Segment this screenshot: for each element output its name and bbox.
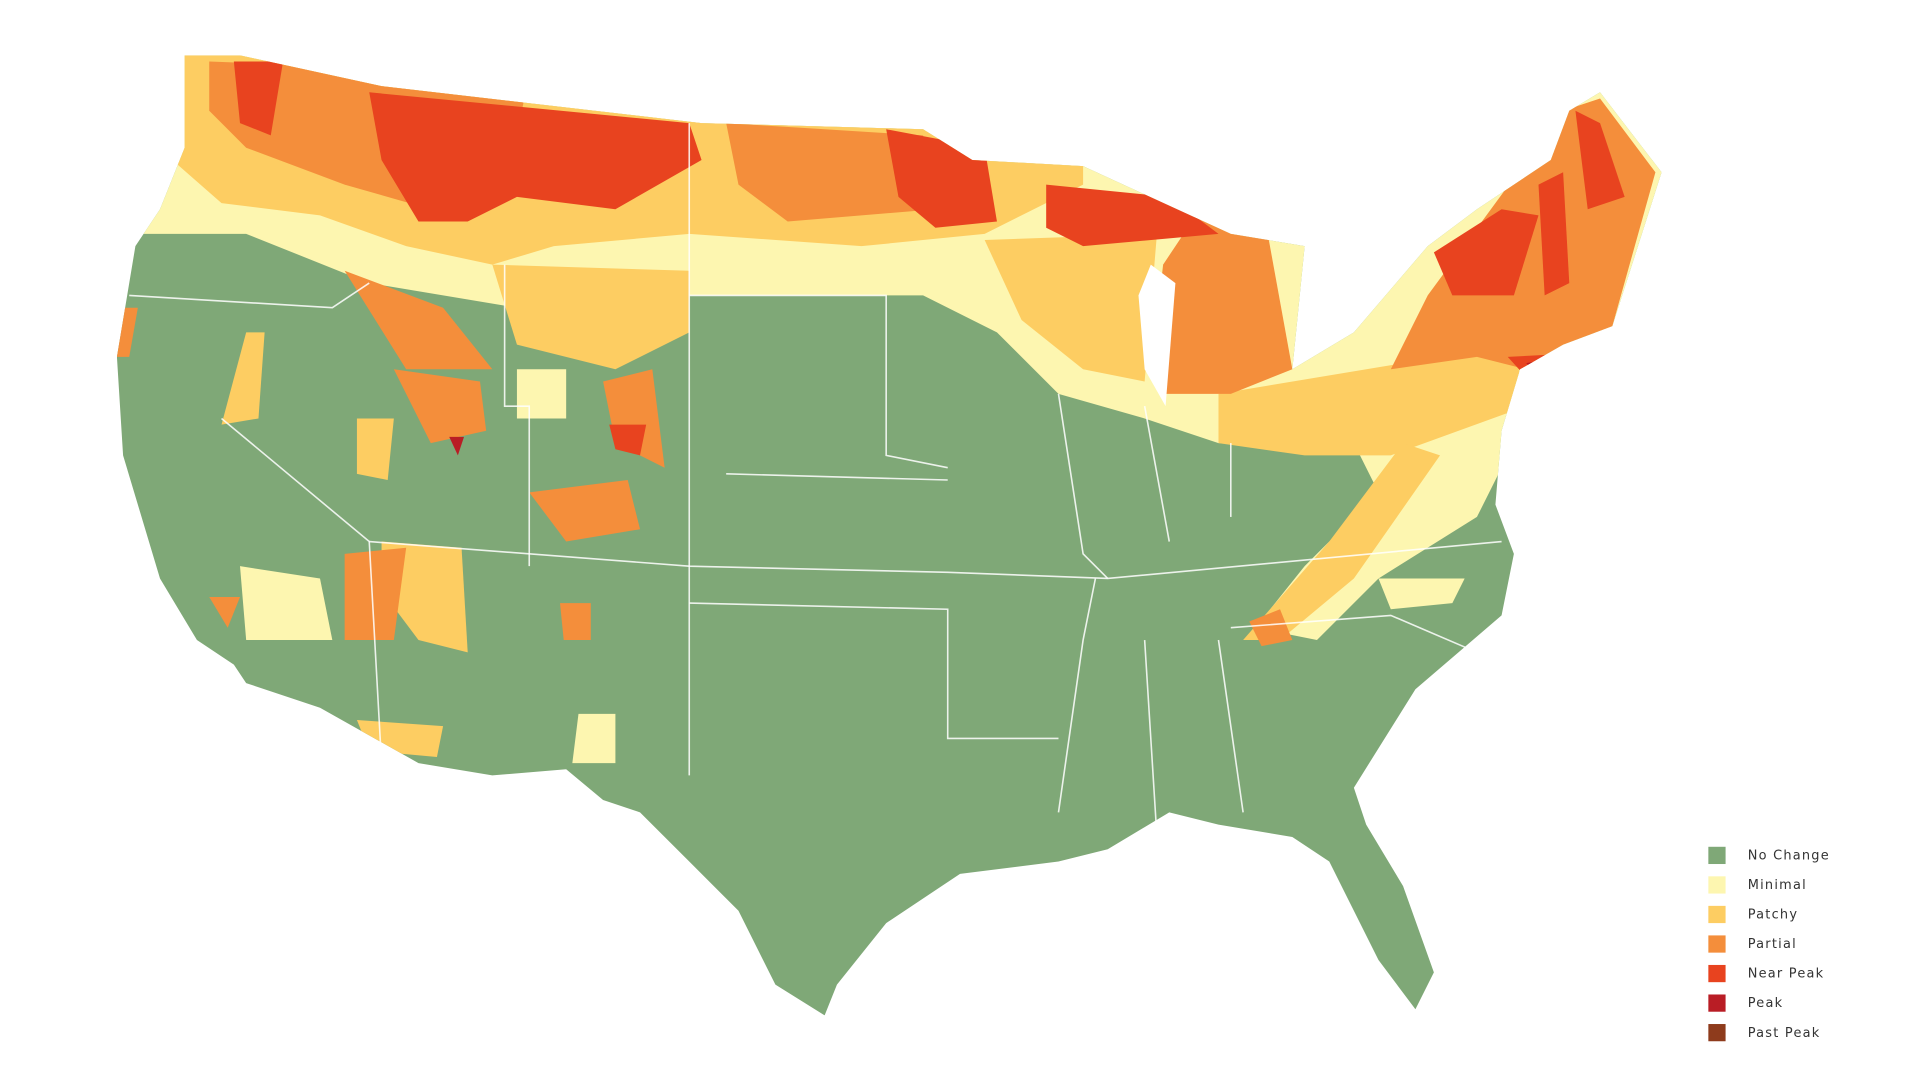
region — [1249, 609, 1293, 647]
region — [1433, 209, 1539, 296]
region — [1243, 443, 1441, 641]
region — [356, 418, 394, 481]
state-line — [503, 264, 531, 567]
legend-label: Near Peak — [1748, 967, 1825, 982]
legend-swatch — [1708, 935, 1726, 953]
state-line — [221, 417, 383, 764]
region — [1156, 209, 1293, 394]
region — [1218, 344, 1527, 456]
region — [516, 369, 567, 419]
region — [240, 566, 333, 641]
legend-label: Minimal — [1748, 878, 1807, 893]
region — [1046, 184, 1219, 247]
state-line — [1143, 406, 1171, 542]
region — [1575, 110, 1625, 210]
state-line — [1230, 614, 1478, 654]
state-line — [689, 294, 948, 469]
region — [560, 603, 591, 641]
regions — [116, 55, 1662, 1016]
legend-swatch — [1708, 964, 1726, 983]
region — [344, 270, 493, 370]
state-line — [1143, 639, 1158, 837]
legend-label: Partial — [1748, 937, 1797, 952]
legend-label: Patchy — [1748, 908, 1798, 923]
region — [344, 547, 407, 641]
region — [572, 713, 616, 764]
region — [1538, 172, 1570, 296]
region — [356, 720, 444, 757]
legend: No Change Minimal Patchy Partial Near Peak Pe… — [1708, 846, 1830, 1042]
legend-label: Peak — [1748, 996, 1784, 1011]
region — [529, 480, 641, 542]
legend-swatch — [1708, 1024, 1726, 1042]
region — [393, 369, 487, 444]
region — [984, 233, 1157, 382]
region — [449, 436, 465, 456]
state-line — [1217, 639, 1244, 813]
state-line — [1057, 578, 1097, 813]
state-line — [1057, 393, 1109, 580]
state-line — [369, 540, 1502, 580]
region — [209, 596, 241, 628]
legend-label: Past Peak — [1748, 1026, 1821, 1041]
state-line — [689, 602, 1059, 740]
region — [221, 332, 265, 425]
region — [726, 123, 936, 222]
state-line — [726, 473, 948, 481]
state-line — [129, 282, 370, 309]
region — [369, 92, 702, 222]
legend-swatch — [1708, 994, 1726, 1012]
region — [1378, 578, 1465, 610]
legend-label: No Change — [1748, 849, 1830, 864]
state-lines — [129, 123, 1502, 837]
legend-swatch — [1708, 876, 1726, 894]
region — [609, 424, 647, 456]
legend-swatch — [1708, 905, 1726, 924]
region — [233, 61, 284, 136]
region — [492, 264, 690, 370]
map: No Change Minimal Patchy Partial Near Peak Pe… — [116, 55, 1830, 1042]
lake — [1138, 264, 1176, 407]
legend-swatch — [1708, 846, 1726, 865]
